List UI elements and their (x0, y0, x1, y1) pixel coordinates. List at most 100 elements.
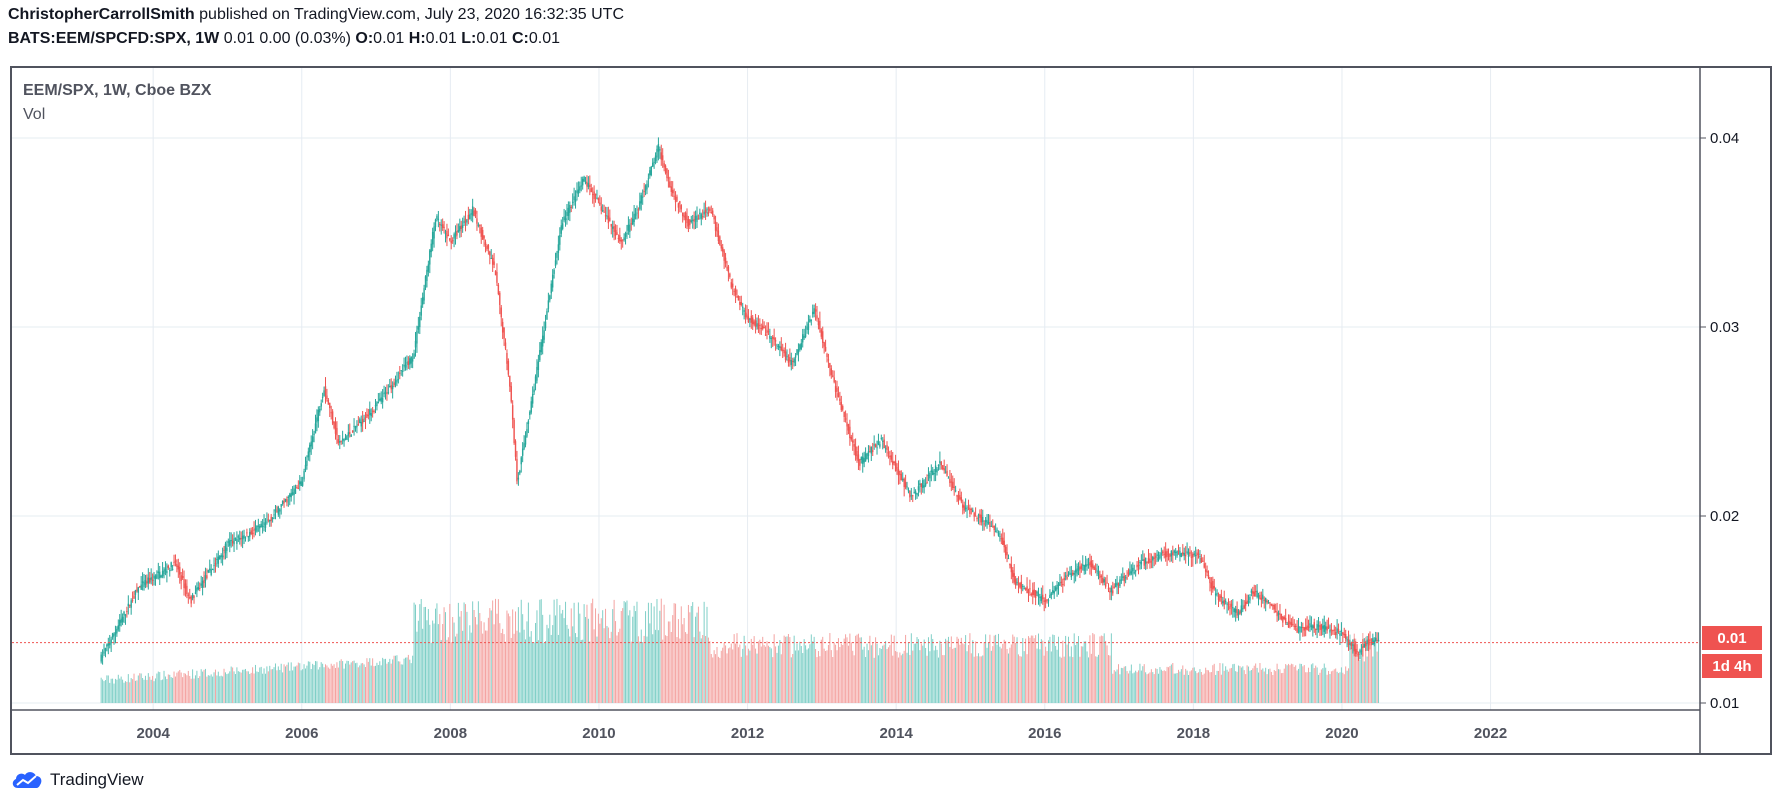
candle-body (1224, 600, 1227, 602)
candle-body (1003, 540, 1005, 548)
candle-body (356, 425, 358, 428)
candle-body (997, 532, 1000, 536)
candle-body (843, 411, 845, 418)
chart-legend-title[interactable]: EEM/SPX, 1W, Cboe BZX (23, 82, 212, 99)
candle-body (937, 464, 940, 466)
candle-body (119, 620, 121, 626)
candle-body (576, 190, 578, 193)
candle-body (387, 392, 390, 394)
chart-frame[interactable] (10, 66, 1772, 755)
candle-body (824, 346, 827, 352)
candle-body (1376, 639, 1378, 641)
candle-body (1306, 625, 1308, 631)
candle-body (313, 433, 315, 436)
candle-body (414, 340, 417, 348)
candle-body (293, 488, 295, 496)
candle-body (827, 359, 830, 361)
candle-body (126, 611, 128, 613)
candle-body (631, 218, 634, 225)
candle-body (1094, 568, 1097, 570)
candle-body (1302, 627, 1304, 629)
candle-body (347, 432, 350, 436)
candle-body (1083, 564, 1085, 571)
candle-body (1209, 577, 1211, 584)
candle-body (1156, 554, 1158, 556)
candle-body (987, 522, 990, 524)
candle-body (174, 560, 177, 562)
candle-body (1263, 599, 1265, 601)
candle-body (1143, 559, 1145, 566)
candle-body (179, 566, 181, 575)
candle-body (989, 522, 991, 527)
candle-body (621, 239, 624, 241)
candle-body (720, 245, 722, 249)
candle-body (249, 531, 251, 537)
candle-body (1047, 600, 1050, 602)
candle-body (756, 323, 758, 327)
candle-body (983, 523, 985, 525)
candle-body (583, 176, 585, 182)
candle-body (231, 541, 234, 544)
candle-body (443, 226, 445, 228)
candle-body (1333, 629, 1335, 631)
candle-body (1259, 594, 1261, 600)
candle-body (243, 535, 245, 539)
candle-body (533, 389, 535, 393)
candle-body (906, 486, 908, 488)
candle-body (563, 216, 565, 221)
candle-body (1027, 589, 1030, 594)
candle-body (339, 441, 341, 443)
candle-body (1310, 625, 1313, 628)
candle-body (384, 391, 387, 394)
candle-body (554, 260, 557, 266)
candle-body (1203, 563, 1205, 568)
candle-body (683, 215, 685, 218)
candle-body (1272, 605, 1274, 607)
volume-legend[interactable]: Vol (23, 106, 46, 123)
candle-body (1353, 644, 1355, 652)
candle-body (1006, 552, 1008, 556)
candle-body (879, 444, 881, 447)
candle-body (624, 233, 627, 237)
candle-body (883, 439, 885, 449)
candle-body (456, 231, 458, 236)
candle-body (531, 393, 534, 404)
candle-body (1189, 551, 1191, 555)
candle-body (796, 349, 798, 356)
candle-body (733, 290, 735, 292)
y-tick-label: 0.04 (1710, 130, 1739, 147)
author-name[interactable]: ChristopherCarrollSmith (8, 6, 195, 23)
candle-body (519, 470, 521, 474)
candle-body (1046, 599, 1048, 601)
candle-body (912, 495, 914, 497)
candle-body (859, 459, 861, 466)
candle-body (587, 182, 590, 187)
tradingview-logo[interactable]: TradingView (10, 770, 144, 790)
candle-body (823, 342, 825, 347)
candle-body (1197, 553, 1200, 555)
candle-body (1250, 590, 1253, 593)
candle-body (219, 556, 221, 560)
candle-body (842, 406, 844, 410)
candle-body (804, 334, 807, 337)
candle-body (1040, 596, 1043, 602)
candle-body (114, 632, 117, 635)
candle-body (1122, 576, 1124, 578)
candle-body (333, 421, 335, 428)
candle-body (289, 494, 291, 497)
candle-body (160, 575, 162, 578)
candle-body (1000, 538, 1003, 540)
high-value: 0.01 (425, 30, 457, 47)
candle-body (1134, 570, 1137, 572)
candle-body (710, 212, 712, 214)
candle-body (1177, 550, 1180, 552)
candle-body (391, 385, 394, 390)
candle-body (580, 185, 582, 187)
candle-body (1147, 557, 1150, 563)
candle-body (310, 441, 312, 447)
candle-body (366, 414, 368, 418)
candle-body (1074, 569, 1077, 573)
publish-header: ChristopherCarrollSmith published on Tra… (8, 6, 624, 24)
candle-body (1322, 625, 1324, 629)
